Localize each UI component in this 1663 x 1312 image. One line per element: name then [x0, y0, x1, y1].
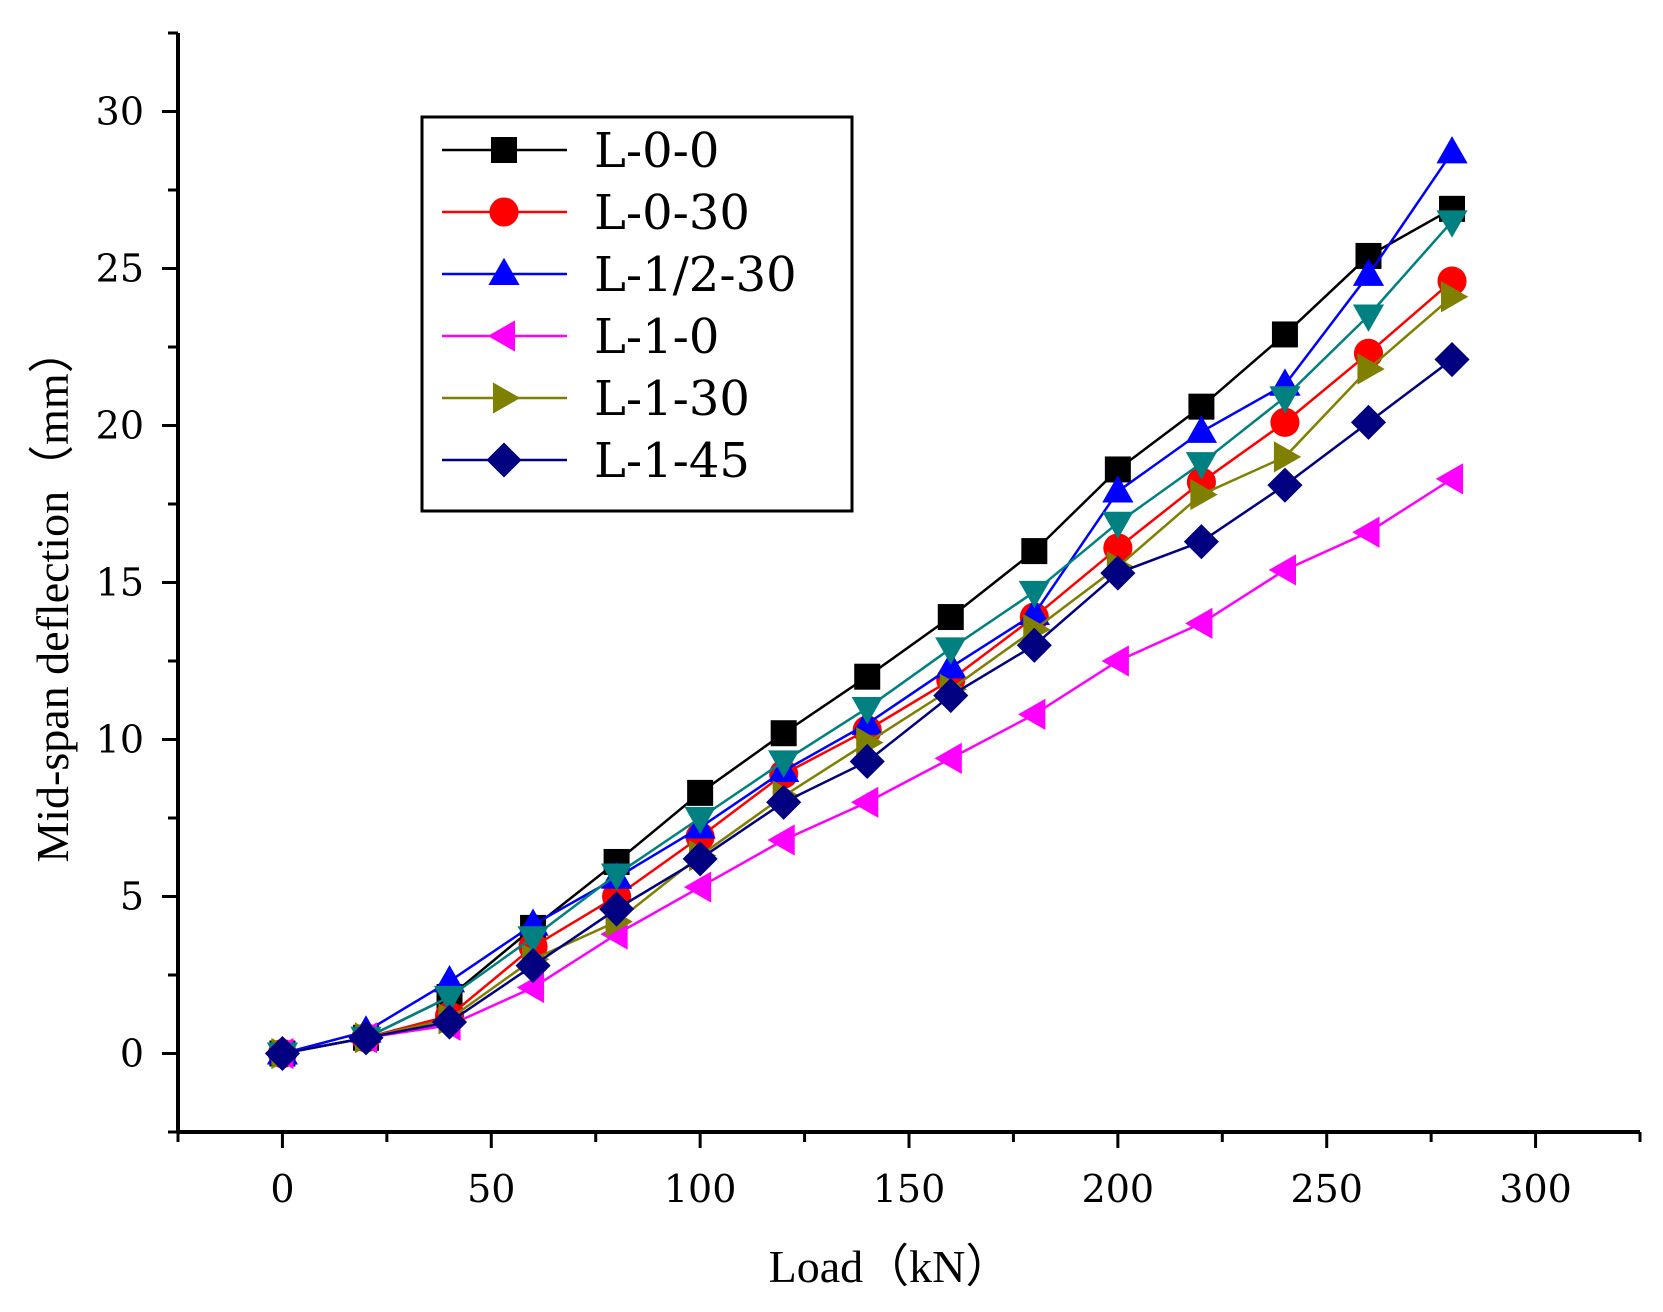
legend-label: L-1/2-30	[594, 247, 797, 303]
x-tick-label: 250	[1290, 1167, 1363, 1211]
legend-marker	[488, 257, 520, 286]
data-point	[517, 926, 549, 954]
data-point	[767, 824, 795, 856]
data-point	[687, 779, 714, 806]
data-point	[1273, 441, 1302, 473]
data-point	[1101, 645, 1129, 677]
data-point	[682, 841, 718, 877]
data-point	[1100, 555, 1136, 591]
legend-item: L-0-0	[442, 123, 719, 179]
data-point	[851, 697, 883, 725]
legend-label: L-1-0	[594, 309, 719, 365]
data-point	[1350, 404, 1387, 440]
legend-marker	[486, 442, 522, 478]
data-point	[1352, 516, 1380, 548]
data-point	[1102, 511, 1134, 540]
data-point	[433, 965, 466, 993]
legend-label: L-0-0	[594, 123, 719, 179]
data-point	[850, 786, 879, 818]
legend-item: L-1/2-30	[442, 247, 797, 303]
data-point	[849, 743, 885, 780]
axes: 0 50 100 150 200 250 300 0 5 10 15 20 25 30	[96, 31, 1642, 1211]
x-axis-title: Load（kN）	[769, 1241, 1012, 1292]
data-point	[854, 663, 881, 690]
data-point	[1434, 342, 1470, 378]
data-point	[1018, 698, 1046, 730]
legend-item: L-1-0	[442, 309, 719, 365]
data-point	[1352, 304, 1385, 332]
data-point	[934, 742, 962, 774]
data-point	[1436, 136, 1468, 164]
data-point	[1268, 554, 1296, 586]
y-tick-label: 20	[96, 404, 144, 448]
data-point	[1270, 407, 1300, 437]
y-axis-title: Mid-span deflection（mm）	[27, 327, 78, 862]
legend-marker	[491, 137, 517, 163]
data-point	[1018, 580, 1050, 609]
y-tick-label: 30	[96, 90, 144, 134]
data-point	[933, 677, 969, 714]
data-point	[264, 1035, 300, 1072]
y-tick-label: 25	[96, 247, 144, 291]
data-point	[1352, 258, 1385, 286]
y-tick-label: 15	[96, 561, 144, 605]
x-tick-label: 300	[1499, 1167, 1572, 1211]
data-point	[1185, 452, 1217, 480]
legend-item: L-0-30	[442, 185, 750, 241]
data-point	[1185, 607, 1213, 639]
data-point	[683, 871, 712, 903]
legend-label: L-1-45	[594, 433, 750, 489]
series-layer	[264, 136, 1470, 1072]
legend-box	[420, 115, 854, 513]
data-point	[348, 1020, 384, 1056]
data-point	[1185, 415, 1217, 443]
data-point	[1267, 467, 1303, 503]
data-point	[768, 750, 800, 778]
y-tick-label: 0	[120, 1032, 144, 1076]
x-tick-label: 100	[664, 1167, 737, 1211]
data-point	[1357, 353, 1385, 385]
data-point	[1021, 538, 1048, 565]
data-point	[599, 891, 635, 927]
data-point	[1269, 386, 1301, 414]
data-point	[515, 948, 551, 984]
data-point	[937, 604, 964, 631]
legend-marker	[489, 197, 519, 227]
series-L-1-45	[264, 342, 1470, 1072]
data-point	[1016, 627, 1052, 663]
x-tick-label: 150	[873, 1167, 946, 1211]
y-tick-label: 5	[120, 875, 144, 919]
x-tick-label: 50	[467, 1167, 515, 1211]
data-point	[1436, 210, 1468, 238]
data-point	[601, 863, 633, 891]
data-point	[1271, 321, 1298, 348]
legend: L-0-0 L-0-30 L-1/2-30 L-1-0 L-1-30 L-1-45	[420, 115, 854, 513]
legend-label: L-1-30	[594, 371, 750, 427]
x-tick-label: 200	[1082, 1167, 1155, 1211]
data-point	[1188, 393, 1215, 420]
data-point	[1102, 475, 1134, 503]
data-point	[1190, 478, 1218, 511]
data-point	[516, 971, 545, 1004]
data-point	[1183, 524, 1219, 560]
data-point	[766, 784, 802, 820]
data-point	[431, 1004, 468, 1040]
legend-marker	[487, 320, 516, 352]
data-point	[684, 806, 716, 835]
data-point	[433, 985, 466, 1014]
data-point	[935, 637, 967, 665]
data-point	[1440, 281, 1469, 313]
data-point	[1435, 463, 1464, 495]
legend-item: L-1-45	[442, 433, 750, 489]
legend-marker	[492, 382, 521, 414]
data-point	[770, 720, 797, 747]
legend-label: L-0-30	[594, 185, 750, 241]
y-tick-label: 10	[96, 718, 144, 762]
x-tick-label: 0	[270, 1167, 294, 1211]
legend-item: L-1-30	[442, 371, 750, 427]
